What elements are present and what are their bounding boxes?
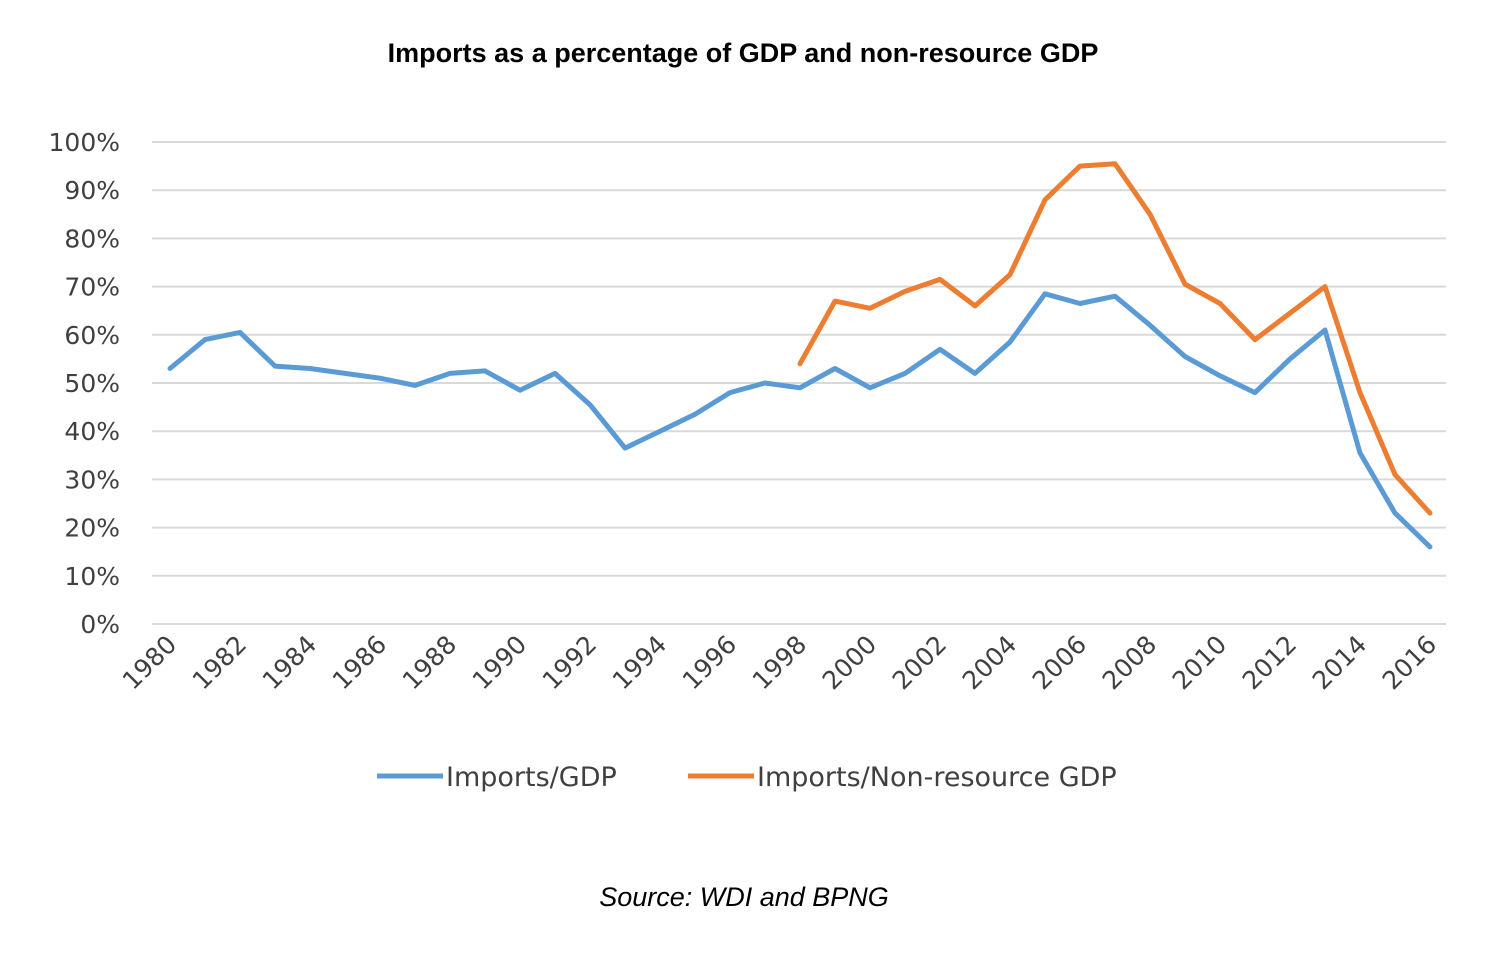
series-line-imports-gdp — [167, 291, 1433, 550]
x-tick-label: 1988 — [397, 630, 462, 695]
y-axis: 0% 10% 20% 30% 40% 50% 60% 70% 80% 90% 100% — [49, 128, 120, 639]
x-tick-label: 2004 — [957, 630, 1022, 695]
y-tick-label: 80% — [64, 224, 120, 253]
y-tick-label: 10% — [64, 562, 120, 591]
x-tick-label: 2008 — [1097, 630, 1162, 695]
chart-title: Imports as a percentage of GDP and non-r… — [387, 38, 1099, 68]
y-tick-label: 50% — [64, 369, 120, 398]
y-tick-label: 40% — [64, 417, 120, 446]
x-tick-label: 2012 — [1237, 630, 1302, 695]
legend: Imports/GDP Imports/Non-resource GDP — [377, 762, 1117, 793]
x-tick-label: 2016 — [1377, 630, 1442, 695]
y-tick-label: 30% — [64, 465, 120, 494]
x-tick-label: 2006 — [1027, 630, 1092, 695]
x-tick-label: 2000 — [817, 630, 882, 695]
source-note: Source: WDI and BPNG — [599, 882, 889, 912]
gridlines — [152, 141, 1446, 625]
legend-label: Imports/Non-resource GDP — [757, 762, 1117, 793]
y-tick-label: 70% — [64, 273, 120, 302]
series-line-imports-non-resource-gdp — [797, 161, 1433, 516]
x-tick-label: 1990 — [467, 630, 532, 695]
y-tick-label: 60% — [64, 321, 120, 350]
series-lines — [167, 161, 1433, 550]
x-tick-label: 2002 — [887, 630, 952, 695]
x-tick-label: 1980 — [117, 630, 182, 695]
x-tick-label: 1994 — [607, 630, 672, 695]
y-tick-label: 100% — [49, 128, 120, 157]
x-tick-label: 1996 — [677, 630, 742, 695]
x-tick-label: 1982 — [187, 630, 252, 695]
x-tick-label: 1984 — [257, 630, 322, 695]
x-tick-label: 1986 — [327, 630, 392, 695]
y-tick-label: 20% — [64, 514, 120, 543]
x-axis: 1980 1982 1984 1986 1988 1990 1992 1994 1996 1998… — [117, 630, 1442, 695]
y-tick-label: 90% — [64, 176, 120, 205]
y-tick-label: 0% — [80, 610, 120, 639]
legend-label: Imports/GDP — [446, 762, 617, 793]
x-tick-label: 2014 — [1307, 630, 1372, 695]
x-tick-label: 1992 — [537, 630, 602, 695]
x-tick-label: 1998 — [747, 630, 812, 695]
x-tick-label: 2010 — [1167, 630, 1232, 695]
